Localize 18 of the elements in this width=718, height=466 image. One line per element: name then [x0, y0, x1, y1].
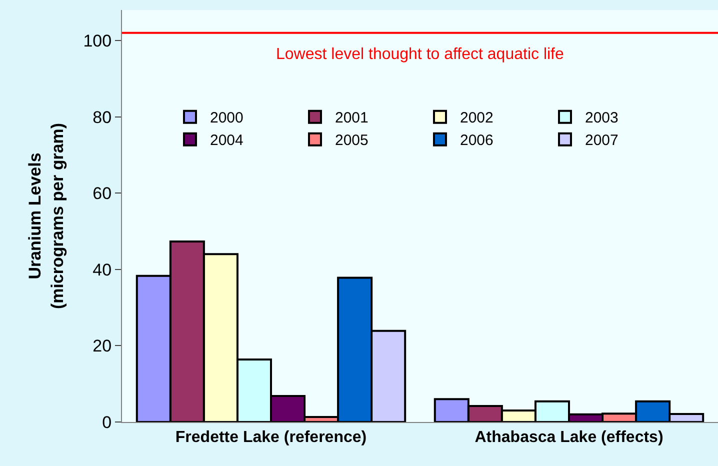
- legend-label: 2000: [210, 110, 244, 127]
- legend-label: 2005: [335, 132, 368, 150]
- legend-label: 2001: [335, 110, 368, 127]
- y-tick-label: 40: [92, 260, 112, 280]
- y-tick-label: 20: [92, 336, 112, 356]
- x-tick-label: Fredette Lake (reference): [175, 429, 367, 446]
- legend-label: 2004: [210, 132, 244, 150]
- y-tick-label: 0: [102, 412, 112, 432]
- legend-label: 2002: [460, 110, 494, 127]
- y-axis-title: Uranium Levels (micrograms per gram): [26, 122, 67, 310]
- y-tick-label: 60: [92, 184, 112, 204]
- x-tick-label: Athabasca Lake (effects): [474, 429, 664, 446]
- legend-label: 2006: [460, 132, 494, 150]
- y-tick-label: 100: [83, 31, 112, 50]
- legend-label: 2007: [585, 132, 618, 150]
- legend-label: 2003: [585, 110, 618, 127]
- y-tick-label: 80: [92, 108, 112, 127]
- ref-line-label: Lowest level thought to affect aquatic life: [276, 46, 564, 63]
